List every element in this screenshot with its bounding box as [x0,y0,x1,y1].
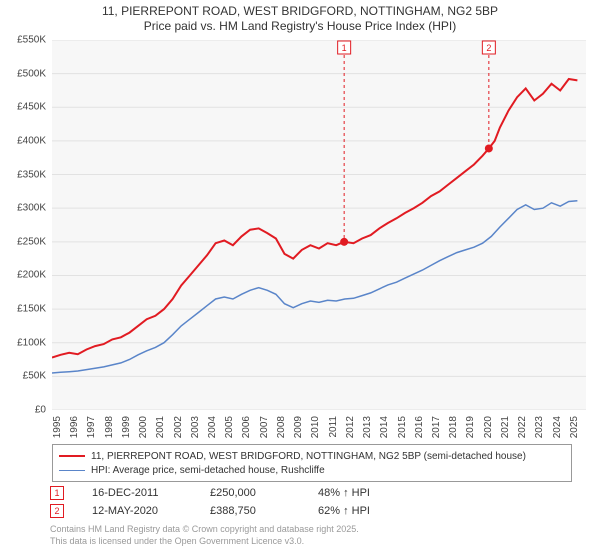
x-tick-label: 2025 [569,416,580,438]
x-tick-label: 2007 [259,416,270,438]
y-tick-label: £150K [17,304,46,315]
x-tick-label: 2009 [293,416,304,438]
y-tick-label: £0 [35,405,46,416]
event-row: 1 16-DEC-2011 £250,000 48% ↑ HPI [50,484,570,502]
chart-container: 11, PIERREPONT ROAD, WEST BRIDGFORD, NOT… [0,0,600,560]
x-tick-label: 2014 [379,416,390,438]
footer-licence: This data is licensed under the Open Gov… [50,536,570,548]
event-date: 16-DEC-2011 [92,487,182,499]
x-tick-label: 2002 [173,416,184,438]
x-tick-label: 2012 [345,416,356,438]
x-tick-label: 2023 [534,416,545,438]
x-tick-label: 1999 [121,416,132,438]
x-tick-label: 2000 [138,416,149,438]
x-tick-label: 2013 [362,416,373,438]
legend-swatch [59,470,85,471]
legend-label: 11, PIERREPONT ROAD, WEST BRIDGFORD, NOT… [91,451,526,462]
y-tick-label: £100K [17,337,46,348]
x-tick-label: 2004 [207,416,218,438]
annotation-badge-text: 2 [486,43,491,53]
y-tick-label: £350K [17,169,46,180]
x-tick-label: 2019 [465,416,476,438]
legend: 11, PIERREPONT ROAD, WEST BRIDGFORD, NOT… [52,444,572,482]
x-tick-label: 1996 [69,416,80,438]
series-blue [52,201,577,373]
events-table: 1 16-DEC-2011 £250,000 48% ↑ HPI 2 12-MAY-202… [50,484,570,520]
event-badge: 1 [50,486,64,500]
annotation-badge-text: 1 [342,43,347,53]
x-tick-label: 1998 [104,416,115,438]
title-subtitle: Price paid vs. HM Land Registry's House … [0,19,600,34]
title-address: 11, PIERREPONT ROAD, WEST BRIDGFORD, NOT… [0,4,600,19]
y-tick-label: £200K [17,270,46,281]
y-tick-label: £450K [17,102,46,113]
x-tick-label: 2024 [552,416,563,438]
legend-label: HPI: Average price, semi-detached house,… [91,465,325,476]
event-row: 2 12-MAY-2020 £388,750 62% ↑ HPI [50,502,570,520]
footer-copyright: Contains HM Land Registry data © Crown c… [50,524,570,536]
event-date: 12-MAY-2020 [92,505,182,517]
y-tick-label: £300K [17,203,46,214]
legend-row: 11, PIERREPONT ROAD, WEST BRIDGFORD, NOT… [59,449,565,463]
x-tick-label: 2015 [397,416,408,438]
event-price: £250,000 [210,487,290,499]
plot-svg: 12 [52,40,586,410]
x-tick-label: 1995 [52,416,63,438]
y-tick-label: £550K [17,35,46,46]
x-tick-label: 2005 [224,416,235,438]
y-tick-label: £250K [17,236,46,247]
x-tick-label: 2001 [155,416,166,438]
title-block: 11, PIERREPONT ROAD, WEST BRIDGFORD, NOT… [0,0,600,34]
price-marker-dot [340,238,348,246]
x-tick-label: 2020 [483,416,494,438]
y-tick-label: £50K [23,371,46,382]
footer: Contains HM Land Registry data © Crown c… [50,524,570,547]
x-tick-label: 1997 [86,416,97,438]
price-marker-dot [485,144,493,152]
event-price: £388,750 [210,505,290,517]
x-tick-label: 2017 [431,416,442,438]
series-red [52,79,577,358]
event-pct: 48% ↑ HPI [318,487,398,499]
x-tick-label: 2011 [328,416,339,438]
x-tick-label: 2010 [310,416,321,438]
x-tick-label: 2021 [500,416,511,438]
x-tick-label: 2022 [517,416,528,438]
x-tick-label: 2016 [414,416,425,438]
x-tick-label: 2018 [448,416,459,438]
event-badge: 2 [50,504,64,518]
y-tick-label: £400K [17,135,46,146]
x-tick-label: 2006 [241,416,252,438]
chart-area: 12 £0£50K£100K£150K£200K£250K£300K£350K£… [52,40,586,410]
y-tick-label: £500K [17,68,46,79]
event-pct: 62% ↑ HPI [318,505,398,517]
legend-row: HPI: Average price, semi-detached house,… [59,463,565,477]
x-tick-label: 2003 [190,416,201,438]
x-tick-label: 2008 [276,416,287,438]
legend-swatch [59,455,85,457]
